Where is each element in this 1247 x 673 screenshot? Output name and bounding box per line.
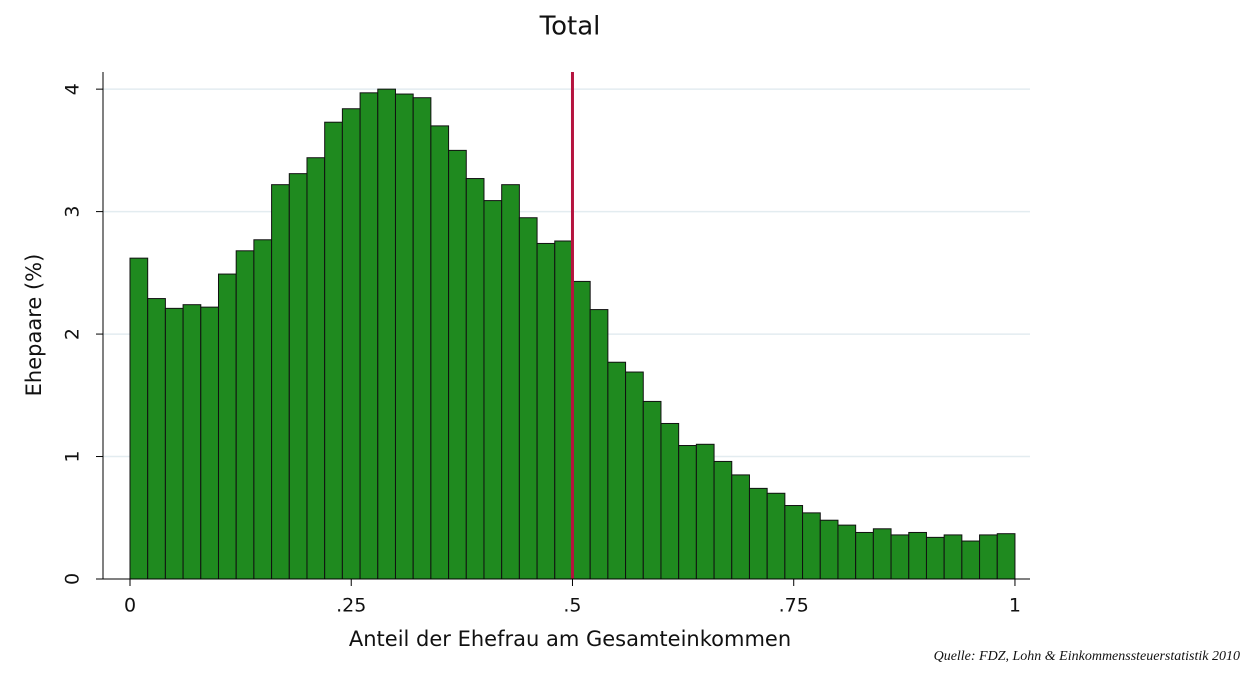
bar [802,512,821,580]
bar [394,93,414,580]
bar [501,184,520,580]
bar [589,309,609,580]
bar [943,534,963,580]
bar [607,361,627,580]
bar [872,528,892,580]
bar [448,149,467,580]
bar [129,257,149,580]
bar [695,443,715,580]
y-axis-label: Ehepaare (%) [22,254,46,397]
y-tick-label: 2 [62,328,84,340]
x-tick-label: 1 [1009,595,1021,617]
bar [678,445,697,580]
x-axis-label: Anteil der Ehefrau am Gesamteinkommen [349,627,791,651]
y-tick-label: 4 [62,83,84,95]
bar [554,240,573,580]
bar [253,239,273,580]
bar [217,273,237,580]
bar [731,474,750,580]
bar [855,531,874,580]
bar [324,121,343,580]
bar [996,533,1016,580]
bar [571,280,591,580]
bar [713,460,733,580]
bar [518,217,538,580]
chart-title: Total [539,12,601,42]
x-tick-label: .25 [336,595,366,617]
bar [359,92,379,580]
bar [625,371,644,580]
source-note: Quelle: FDZ, Lohn & Einkommenssteuerstat… [934,649,1240,664]
y-tick-label: 0 [62,573,84,585]
bar [748,487,768,580]
bar [536,242,556,580]
x-tick-label: 0 [124,595,136,617]
bar [925,536,945,580]
bar [961,540,981,580]
bar [660,422,680,580]
x-tick-label: .75 [779,595,809,617]
bar [200,306,219,580]
bar [819,519,839,580]
bar [182,304,202,580]
bar [288,173,308,580]
bar [890,534,910,580]
x-tick-label: .5 [563,595,581,617]
bar [377,88,396,580]
bar [306,157,326,580]
bar [465,178,485,580]
bar [979,534,998,580]
bar [164,307,184,580]
bar [430,125,450,580]
bar [766,492,786,580]
y-tick-label: 1 [62,450,84,462]
bar [784,505,804,580]
bar [642,400,662,580]
bar [341,108,361,580]
bar [235,250,255,580]
bar [837,524,857,580]
y-tick-label: 3 [62,206,84,218]
bar [412,97,432,580]
bar [271,184,290,580]
bar [908,531,927,580]
bar [147,298,166,580]
bar [483,200,503,580]
